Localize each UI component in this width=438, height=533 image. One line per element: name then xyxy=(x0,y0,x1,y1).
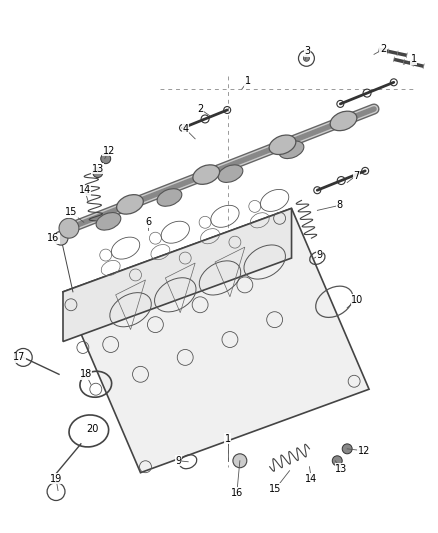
Polygon shape xyxy=(63,208,292,342)
Circle shape xyxy=(304,55,309,61)
Text: 2: 2 xyxy=(380,44,386,54)
Text: 1: 1 xyxy=(411,54,417,64)
Text: 13: 13 xyxy=(92,164,104,174)
Text: 7: 7 xyxy=(353,171,359,181)
Text: 1: 1 xyxy=(245,76,251,86)
Ellipse shape xyxy=(218,165,243,182)
Text: 13: 13 xyxy=(335,464,347,474)
Text: 4: 4 xyxy=(182,124,188,134)
Text: 3: 3 xyxy=(304,46,311,56)
Text: 14: 14 xyxy=(79,185,91,196)
Text: 16: 16 xyxy=(231,488,243,498)
Circle shape xyxy=(332,456,342,466)
Text: 9: 9 xyxy=(175,456,181,466)
Ellipse shape xyxy=(96,213,121,230)
Ellipse shape xyxy=(269,135,296,155)
Circle shape xyxy=(101,154,111,164)
Ellipse shape xyxy=(330,111,357,131)
Text: 1: 1 xyxy=(225,434,231,444)
Polygon shape xyxy=(63,208,369,473)
Ellipse shape xyxy=(193,165,219,184)
Text: 12: 12 xyxy=(358,446,370,456)
Circle shape xyxy=(233,454,247,468)
Circle shape xyxy=(342,444,352,454)
Text: 2: 2 xyxy=(197,104,203,114)
Circle shape xyxy=(59,219,79,238)
Text: 12: 12 xyxy=(102,146,115,156)
Ellipse shape xyxy=(157,189,182,206)
Circle shape xyxy=(54,231,68,245)
Text: 20: 20 xyxy=(87,424,99,434)
Text: 15: 15 xyxy=(65,207,77,217)
Text: 8: 8 xyxy=(336,200,342,211)
Text: 9: 9 xyxy=(316,250,322,260)
Text: 17: 17 xyxy=(13,352,25,362)
Text: 19: 19 xyxy=(50,474,62,483)
Text: 14: 14 xyxy=(305,474,318,483)
Circle shape xyxy=(93,168,103,177)
Text: 16: 16 xyxy=(47,233,59,243)
Ellipse shape xyxy=(117,195,143,214)
Text: 10: 10 xyxy=(351,295,363,305)
Text: 6: 6 xyxy=(145,217,152,227)
Text: 15: 15 xyxy=(269,483,282,494)
Text: 18: 18 xyxy=(80,369,92,379)
Ellipse shape xyxy=(279,141,304,158)
